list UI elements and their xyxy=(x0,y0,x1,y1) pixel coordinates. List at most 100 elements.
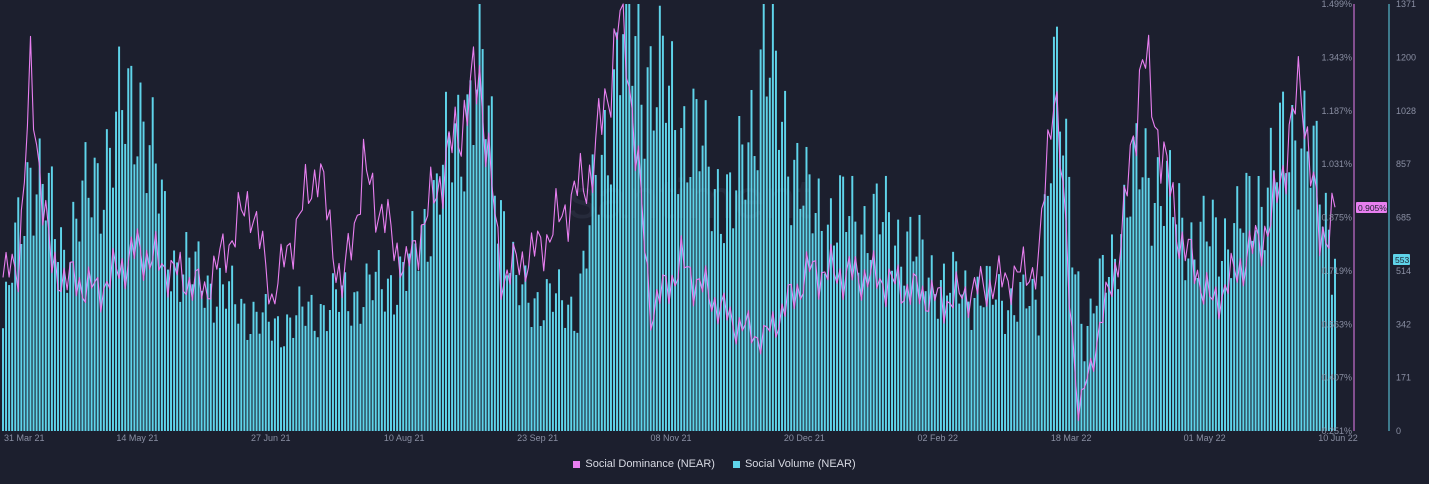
volume-bar xyxy=(594,174,597,431)
volume-bar xyxy=(842,176,845,431)
x-tick-label: 27 Jun 21 xyxy=(251,433,291,443)
volume-bar xyxy=(374,271,377,431)
volume-bar xyxy=(744,199,747,431)
volume-bar xyxy=(75,218,78,431)
volume-bar xyxy=(695,99,698,431)
volume-bar xyxy=(499,200,502,431)
volume-bar xyxy=(130,65,133,431)
volume-bar xyxy=(686,182,689,431)
volume-bar xyxy=(185,232,188,431)
volume-bar xyxy=(784,90,787,431)
legend-item-volume[interactable]: Social Volume (NEAR) xyxy=(732,458,856,470)
volume-bar xyxy=(179,301,182,431)
volume-bar xyxy=(689,177,692,431)
volume-bar xyxy=(1165,160,1168,431)
volume-bar xyxy=(677,194,680,431)
volume-bar xyxy=(405,290,408,431)
volume-bar xyxy=(845,232,848,431)
volume-bar xyxy=(768,77,771,431)
volume-bar xyxy=(1028,306,1031,431)
volume-bar xyxy=(949,292,952,431)
volume-bar xyxy=(958,303,961,431)
volume-bar xyxy=(307,301,310,431)
volume-bar xyxy=(319,303,322,431)
volume-bar xyxy=(1172,217,1175,431)
volume-bar xyxy=(1111,234,1113,431)
volume-bar xyxy=(976,276,979,431)
volume-bar xyxy=(438,214,441,431)
legend-item-dominance[interactable]: Social Dominance (NEAR) xyxy=(573,458,715,470)
volume-bar xyxy=(716,169,719,431)
volume-current-value: 553 xyxy=(1395,255,1409,265)
y-dominance-tick-label: 1.187% xyxy=(1321,106,1352,116)
volume-bar xyxy=(380,289,383,431)
volume-bar xyxy=(616,32,619,431)
volume-bar xyxy=(848,216,851,431)
volume-bar xyxy=(182,274,185,431)
volume-bar xyxy=(1049,183,1052,431)
volume-bar xyxy=(1156,157,1159,431)
volume-bar xyxy=(310,294,313,431)
volume-bar xyxy=(136,156,139,431)
volume-bar xyxy=(814,213,817,431)
volume-bar xyxy=(851,175,854,431)
volume-bar xyxy=(215,306,218,431)
volume-bar xyxy=(35,194,38,431)
volume-bar xyxy=(1071,267,1074,431)
volume-bar xyxy=(1147,177,1150,431)
volume-bar xyxy=(466,94,469,431)
x-tick-label: 18 Mar 22 xyxy=(1051,433,1092,443)
volume-bar xyxy=(1062,155,1065,431)
volume-bar xyxy=(243,303,246,431)
volume-bar xyxy=(1260,206,1263,431)
volume-bar xyxy=(188,257,191,431)
volume-bar xyxy=(967,301,970,431)
volume-bar xyxy=(1080,323,1083,431)
volume-bar xyxy=(1193,259,1196,431)
volume-bar xyxy=(1315,120,1318,432)
volume-bar xyxy=(863,206,866,431)
volume-bar xyxy=(698,171,701,431)
volume-bar xyxy=(359,323,362,431)
volume-bar xyxy=(692,88,695,431)
volume-bar xyxy=(512,241,515,431)
volume-bar xyxy=(997,274,1000,431)
volume-bar xyxy=(1077,271,1080,431)
volume-bar xyxy=(441,164,444,431)
volume-bar xyxy=(221,284,224,431)
volume-bar xyxy=(597,214,600,431)
volume-bar xyxy=(1117,289,1120,431)
volume-bar xyxy=(631,85,634,431)
y-dominance-tick-label: 1.031% xyxy=(1321,159,1352,169)
volume-bar xyxy=(1239,228,1242,431)
volume-bar xyxy=(228,281,231,431)
volume-bar xyxy=(1282,91,1285,431)
volume-bar xyxy=(1263,250,1266,431)
volume-bar xyxy=(570,296,573,431)
volume-bar xyxy=(478,4,481,431)
y-dominance-tick-label: 1.499% xyxy=(1321,0,1352,9)
volume-bar xyxy=(1089,298,1092,431)
volume-bar xyxy=(829,198,832,431)
volume-bar xyxy=(148,145,151,432)
volume-bar xyxy=(445,91,447,431)
volume-bar xyxy=(176,262,179,431)
volume-bar xyxy=(66,292,69,431)
volume-bar xyxy=(970,329,973,431)
volume-bar xyxy=(564,327,567,431)
volume-bar xyxy=(457,94,460,432)
volume-bar xyxy=(823,273,826,431)
volume-bar xyxy=(393,314,396,431)
volume-bar xyxy=(1013,315,1016,431)
volume-bar xyxy=(1016,321,1019,431)
volume-bar xyxy=(246,339,249,431)
volume-bar xyxy=(463,191,466,431)
volume-bar xyxy=(426,261,429,431)
volume-bar xyxy=(1098,258,1101,431)
volume-bar xyxy=(276,316,279,431)
volume-bar xyxy=(600,154,603,431)
volume-bar xyxy=(273,318,276,431)
volume-bar xyxy=(918,214,921,431)
volume-bar xyxy=(105,129,108,431)
volume-bar xyxy=(237,323,240,431)
